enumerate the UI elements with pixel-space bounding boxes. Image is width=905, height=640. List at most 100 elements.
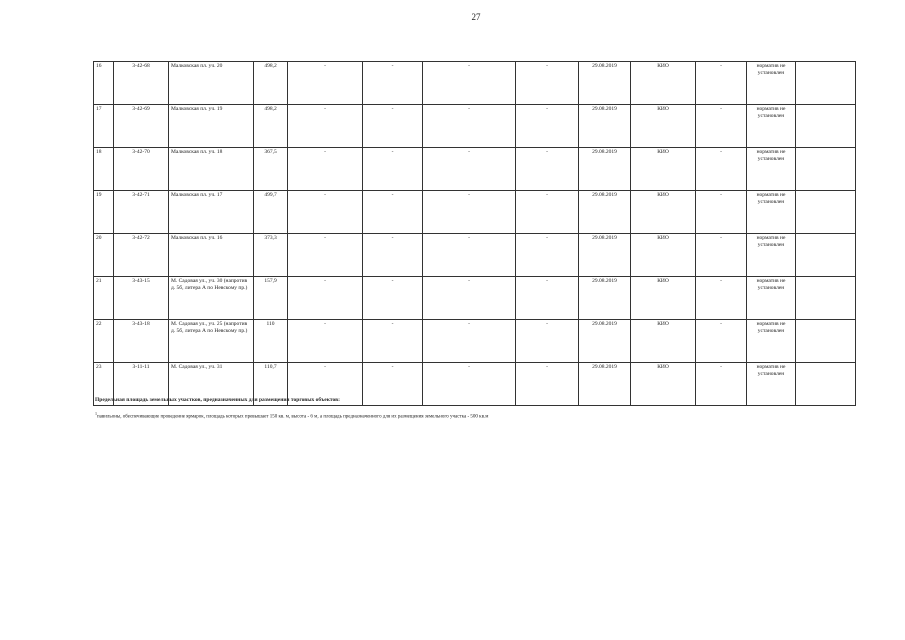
cell-area: 157,9 [253,276,288,320]
cell-c7: - [422,61,516,105]
cell-note: норматив не установлен [746,104,796,148]
cell-code: 3-42-70 [113,147,169,191]
cell-c5: - [287,190,363,234]
cell-code: 3-11-11 [113,362,169,406]
cell-n: 21 [93,276,114,320]
cell-code: 3-42-69 [113,104,169,148]
cell-note: норматив не установлен [746,147,796,191]
table-row: 22 3-43-18 М. Садовая ул., уч. 25 (напроти… [93,319,856,363]
cell-n: 18 [93,147,114,191]
cell-c5: - [287,147,363,191]
table-row: 19 3-42-71 Малковская пл. уч. 17 499,7- - - -2… [93,190,856,234]
cell-area: 499,7 [253,190,288,234]
cell-address: Малковская пл. уч. 16 [168,233,254,277]
cell-c11: - [695,319,747,363]
cell-date: 29.08.2019 [578,104,631,148]
cell-org: КИО [630,190,696,234]
cell-area: 110 [253,319,288,363]
page-number: 27 [471,12,481,22]
cell-area: 367,5 [253,147,288,191]
cell-c6: - [362,104,423,148]
table-row: 16 3-42-68 Малковская пл. уч. 20 498,2- - - -2… [93,61,856,105]
cell-org: КИО [630,147,696,191]
cell-code: 3-43-18 [113,319,169,363]
footnote-text: павильоны, обеспечивающие проведение ярм… [97,414,489,420]
cell-c11: - [695,147,747,191]
cell-n: 19 [93,190,114,234]
cell-note: норматив не установлен [746,362,796,406]
cell-c7: - [422,362,516,406]
cell-c7: - [422,104,516,148]
cell-c6: - [362,319,423,363]
cell-c5: - [287,362,363,406]
cell-empty [795,233,856,277]
cell-org: КИО [630,276,696,320]
footnote-title: Предельная площадь земельных участков, п… [95,397,340,403]
cell-code: 3-43-15 [113,276,169,320]
cell-c11: - [695,362,747,406]
cell-area: 373,3 [253,233,288,277]
cell-n: 20 [93,233,114,277]
cell-c11: - [695,233,747,277]
table-row: 21 3-43-15 М. Садовая ул., уч. 30 (напроти… [93,276,856,320]
cell-c8: - [515,276,579,320]
cell-c6: - [362,147,423,191]
cell-c7: - [422,147,516,191]
cell-c7: - [422,190,516,234]
cell-n: 16 [93,61,114,105]
cell-c11: - [695,190,747,234]
cell-empty [795,61,856,105]
cell-area: 498,2 [253,61,288,105]
cell-c8: - [515,233,579,277]
cell-address: Малковская пл. уч. 18 [168,147,254,191]
cell-empty [795,147,856,191]
cell-address: Малковская пл. уч. 20 [168,61,254,105]
cell-c7: - [422,276,516,320]
cell-c8: - [515,319,579,363]
cell-c8: - [515,190,579,234]
cell-empty [795,276,856,320]
table-row: 18 3-42-70 Малковская пл. уч. 18 367,5- - - -2… [93,147,856,191]
cell-c6: - [362,233,423,277]
cell-address: Малковская пл. уч. 17 [168,190,254,234]
cell-empty [795,362,856,406]
cell-c7: - [422,319,516,363]
cell-note: норматив не установлен [746,190,796,234]
cell-c8: - [515,104,579,148]
cell-address: Малковская пл. уч. 19 [168,104,254,148]
cell-address: М. Садовая ул., уч. 31 [168,362,254,406]
table-row: 17 3-42-69 Малковская пл. уч. 19 498,2- - - -2… [93,104,856,148]
cell-org: КИО [630,61,696,105]
cell-org: КИО [630,104,696,148]
cell-date: 29.08.2019 [578,276,631,320]
cell-c5: - [287,233,363,277]
cell-empty [795,104,856,148]
table-row: 20 3-42-72 Малковская пл. уч. 16 373,3- - - -2… [93,233,856,277]
cell-date: 29.08.2019 [578,61,631,105]
cell-org: КИО [630,362,696,406]
cell-c6: - [362,362,423,406]
cell-area: 110,7 [253,362,288,406]
cell-date: 29.08.2019 [578,233,631,277]
cell-org: КИО [630,233,696,277]
cell-address: М. Садовая ул., уч. 25 (напротив д. 5б, … [168,319,254,363]
cell-c5: - [287,319,363,363]
cell-c11: - [695,276,747,320]
cell-c8: - [515,362,579,406]
cell-note: норматив не установлен [746,319,796,363]
cell-c11: - [695,104,747,148]
cell-c6: - [362,190,423,234]
cell-c5: - [287,104,363,148]
cell-n: 22 [93,319,114,363]
cell-c5: - [287,276,363,320]
cell-empty [795,319,856,363]
cell-c6: - [362,61,423,105]
cell-note: норматив не установлен [746,276,796,320]
cell-address: М. Садовая ул., уч. 30 (напротив д. 5б, … [168,276,254,320]
cell-org: КИО [630,319,696,363]
cell-c5: - [287,61,363,105]
cell-c8: - [515,147,579,191]
cell-c8: - [515,61,579,105]
cell-date: 29.08.2019 [578,362,631,406]
